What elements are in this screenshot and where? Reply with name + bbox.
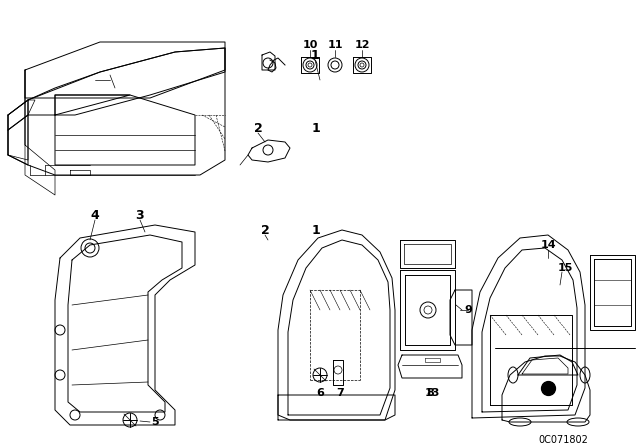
Circle shape (155, 410, 165, 420)
Text: 13: 13 (424, 388, 440, 398)
Ellipse shape (328, 58, 342, 72)
Ellipse shape (308, 63, 312, 67)
Circle shape (313, 368, 327, 382)
Text: 1: 1 (312, 121, 321, 134)
Text: 3: 3 (136, 208, 144, 221)
Circle shape (263, 145, 273, 155)
Text: 15: 15 (557, 263, 573, 273)
Circle shape (424, 306, 432, 314)
Text: 0C071802: 0C071802 (538, 435, 588, 445)
Text: 5: 5 (151, 417, 159, 427)
Circle shape (55, 370, 65, 380)
Circle shape (334, 366, 342, 374)
Text: 14: 14 (540, 240, 556, 250)
Text: 7: 7 (336, 388, 344, 398)
Text: 2: 2 (253, 121, 262, 134)
Ellipse shape (306, 61, 314, 69)
Text: 1: 1 (312, 224, 321, 237)
Text: 6: 6 (316, 388, 324, 398)
Text: 12: 12 (355, 40, 370, 50)
Ellipse shape (331, 61, 339, 69)
Circle shape (123, 413, 137, 427)
Ellipse shape (567, 418, 589, 426)
Circle shape (55, 325, 65, 335)
Text: 9: 9 (464, 305, 472, 315)
Ellipse shape (509, 418, 531, 426)
Text: 2: 2 (260, 224, 269, 237)
Ellipse shape (580, 367, 590, 383)
Circle shape (420, 302, 436, 318)
Circle shape (81, 239, 99, 257)
Circle shape (263, 58, 273, 68)
Text: 1: 1 (310, 48, 319, 61)
Ellipse shape (303, 58, 317, 72)
Text: 11: 11 (327, 40, 343, 50)
Ellipse shape (358, 61, 366, 69)
Text: 10: 10 (302, 40, 317, 50)
Ellipse shape (508, 367, 518, 383)
Circle shape (85, 243, 95, 253)
Text: 4: 4 (91, 208, 99, 221)
Ellipse shape (360, 63, 364, 67)
Text: 8: 8 (426, 388, 434, 398)
Ellipse shape (355, 58, 369, 72)
Circle shape (70, 410, 80, 420)
